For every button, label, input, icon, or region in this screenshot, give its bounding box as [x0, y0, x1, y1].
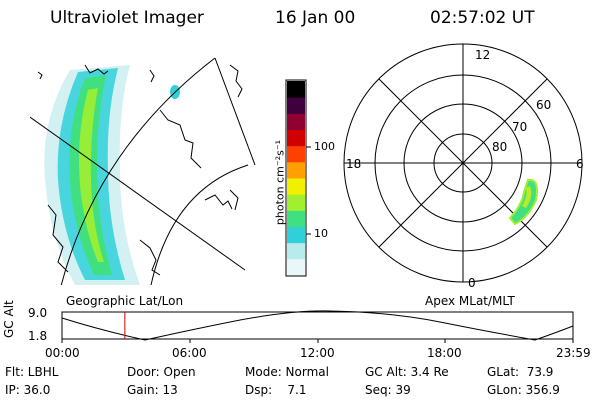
coastline: [204, 194, 233, 210]
colorbar-band: [287, 81, 305, 98]
polar-diag-2: [378, 78, 548, 248]
timeline-xtick-0000: 00:00: [45, 346, 80, 360]
door-info: Door: Open: [127, 365, 196, 379]
colorbar-tick-100: 100: [314, 140, 335, 153]
coastline: [159, 109, 202, 169]
altitude-curve: [61, 310, 574, 341]
timeline-xtick-0600: 06:00: [172, 346, 207, 360]
mlt-0-label: 0: [468, 276, 476, 290]
lat-70-label: 70: [512, 120, 528, 134]
timeline-xtick-2359: 23:59: [556, 346, 591, 360]
lat-60-label: 60: [536, 98, 552, 112]
altitude-timeline: [61, 310, 574, 343]
colorbar-tick-10: 10: [314, 227, 328, 240]
colorbar-band: [287, 242, 305, 260]
polar-aurora: [508, 178, 538, 226]
colorbar-band: [287, 178, 305, 195]
coastline: [37, 71, 43, 80]
coastline: [229, 189, 239, 211]
colorbar-band: [287, 161, 305, 179]
map-projection-label: Geographic Lat/Lon: [66, 294, 184, 308]
timeline-ytick-9: 9.0: [28, 306, 48, 320]
coastline: [84, 64, 109, 75]
coastline: [149, 69, 155, 83]
colorbar-band: [287, 97, 305, 114]
geographic-map: [30, 57, 256, 285]
coastline: [139, 239, 161, 276]
timeline-frame: [61, 311, 574, 340]
timeline-xtick-1800: 18:00: [427, 346, 462, 360]
dsp-info: Dsp: 7.1: [245, 383, 307, 397]
polar-projection-label: Apex MLat/MLT: [425, 294, 515, 308]
map-meridian-1: [30, 116, 246, 271]
lat-80-label: 80: [492, 140, 508, 154]
coastline: [229, 64, 243, 98]
colorbar: [285, 79, 311, 277]
timeline-xtick-1200: 12:00: [300, 346, 335, 360]
timeline-ytick-1-8: 1.8: [28, 329, 48, 343]
time-label: 02:57:02 UT: [430, 8, 535, 28]
seq-info: Seq: 39: [365, 383, 411, 397]
polar-plot: [343, 43, 583, 283]
colorbar-band: [287, 194, 305, 211]
instrument-title: Ultraviolet Imager: [50, 8, 204, 28]
colorbar-band: [287, 129, 305, 147]
colorbar-unit: photon cm⁻²s⁻¹: [273, 139, 287, 226]
mlt-12-label: 12: [475, 48, 491, 62]
map-meridian-2: [214, 57, 256, 166]
glat-info: GLat: 73.9: [487, 365, 554, 379]
polar-aurora-core: [522, 186, 532, 208]
colorbar-band: [287, 258, 305, 276]
ip-info: IP: 36.0: [5, 383, 51, 397]
glon-info: GLon: 356.9: [487, 383, 560, 397]
gain-info: Gain: 13: [127, 383, 178, 397]
mlt-6-label: 6: [576, 157, 584, 171]
map-lat-line-2: [150, 164, 249, 285]
gc-alt-info: GC Alt: 3.4 Re: [365, 365, 449, 379]
filter-info: Flt: LBHL: [5, 365, 59, 379]
date-label: 16 Jan 00: [275, 8, 356, 28]
colorbar-band: [287, 145, 305, 163]
colorbar-band: [287, 226, 305, 244]
colorbar-band: [287, 113, 305, 130]
coastline: [47, 204, 69, 273]
mode-info: Mode: Normal: [245, 365, 329, 379]
timeline-ylabel: GC Alt: [2, 300, 16, 338]
map-lat-line: [60, 57, 216, 285]
colorbar-band: [287, 210, 305, 227]
mlt-18-label: 18: [346, 157, 362, 171]
